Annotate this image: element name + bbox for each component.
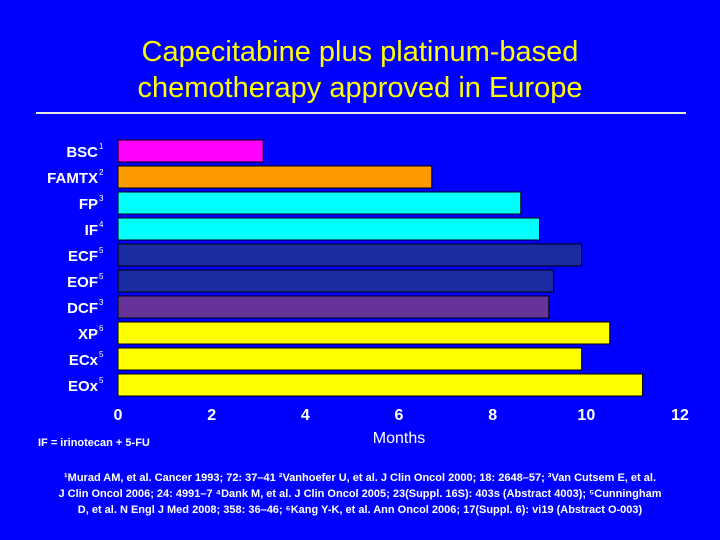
- abbreviation-note: IF = irinotecan + 5-FU: [38, 437, 150, 449]
- bar-ecx: [117, 347, 583, 371]
- category-superscript: 4: [99, 220, 104, 229]
- bar-ecf: [117, 243, 583, 267]
- bar-eox: [117, 373, 644, 397]
- bar-eof: [117, 269, 555, 293]
- references: ¹Murad AM, et al. Cancer 1993; 72: 37–41…: [22, 470, 698, 518]
- x-tick-label: 2: [207, 407, 216, 424]
- x-tick-label: 4: [301, 407, 310, 424]
- category-label: FP: [79, 196, 98, 213]
- x-tick-label: 6: [395, 407, 404, 424]
- category-label: EOx: [68, 378, 99, 395]
- x-axis-title: Months: [373, 430, 425, 447]
- x-tick-label: 0: [114, 407, 123, 424]
- category-label: EOF: [67, 274, 98, 291]
- title-line-2: chemotherapy approved in Europe: [137, 72, 583, 104]
- title-divider: [36, 112, 686, 114]
- bar-if: [117, 217, 540, 241]
- category-superscript: 5: [99, 272, 104, 281]
- reference-line: ¹Murad AM, et al. Cancer 1993; 72: 37–41…: [64, 472, 656, 484]
- reference-line: D, et al. N Engl J Med 2008; 358: 36–46;…: [77, 504, 643, 516]
- category-superscript: 3: [99, 194, 104, 203]
- x-tick-label: 12: [671, 407, 689, 424]
- category-label: XP: [78, 326, 98, 343]
- category-superscript: 6: [99, 324, 104, 333]
- reference-line: J Clin Oncol 2006; 24: 4991–7 ⁴Dank M, e…: [58, 488, 662, 500]
- category-superscript: 1: [99, 142, 104, 151]
- title-line-1: Capecitabine plus platinum-based: [141, 36, 579, 68]
- category-label: BSC: [66, 144, 98, 161]
- category-label: IF: [85, 222, 98, 239]
- category-superscript: 5: [99, 376, 104, 385]
- x-tick-label: 8: [488, 407, 497, 424]
- category-label: ECx: [69, 352, 99, 369]
- bar-bsc: [117, 139, 264, 163]
- bar-xp: [117, 321, 611, 345]
- x-tick-label: 10: [577, 407, 595, 424]
- category-superscript: 5: [99, 246, 104, 255]
- bar-fp: [117, 191, 522, 215]
- category-label: FAMTX: [47, 170, 98, 187]
- bar-famtx: [117, 165, 433, 189]
- category-superscript: 5: [99, 350, 104, 359]
- category-superscript: 3: [99, 298, 104, 307]
- category-label: DCF: [67, 300, 98, 317]
- category-label: ECF: [68, 248, 98, 265]
- category-superscript: 2: [99, 168, 104, 177]
- bar-dcf: [117, 295, 550, 319]
- slide-title: Capecitabine plus platinum-based chemoth…: [40, 34, 680, 106]
